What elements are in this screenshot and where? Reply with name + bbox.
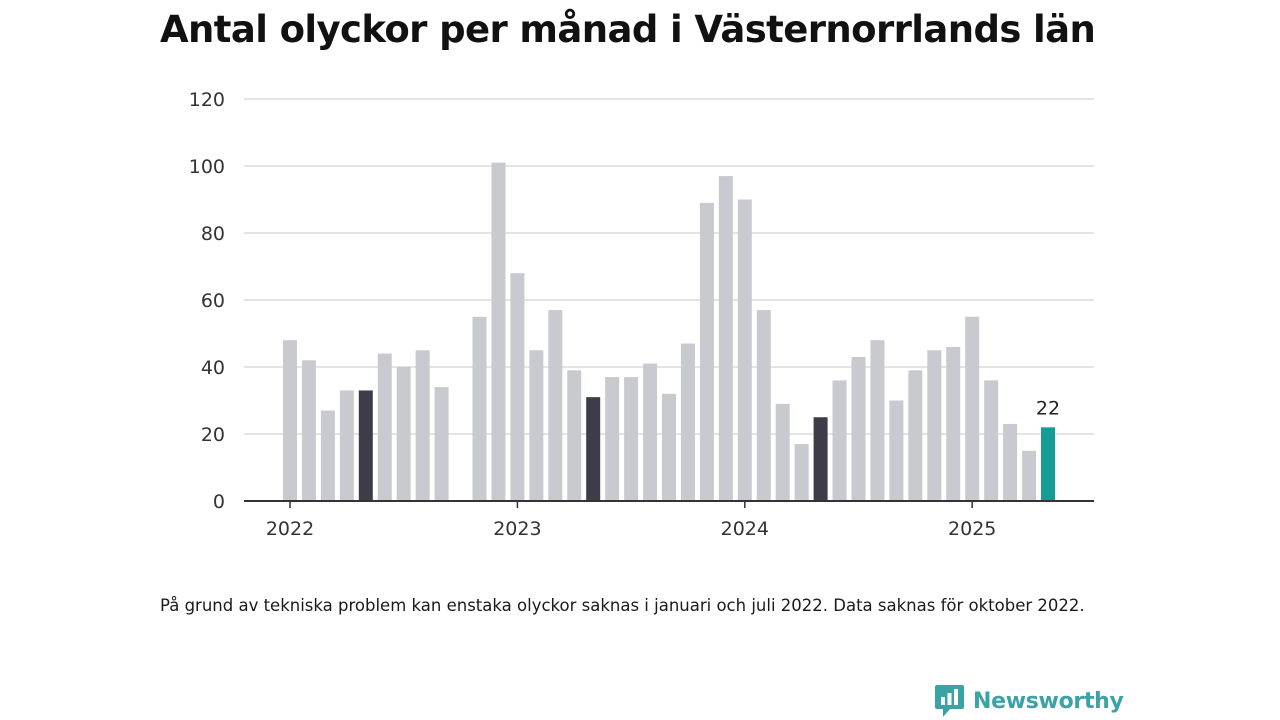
bar-2023-11 [699,202,714,501]
bar-2024-06 [832,380,847,501]
bar-2024-10 [908,370,923,501]
newsworthy-logo-icon [935,685,964,717]
bar-2023-01 [510,273,525,501]
bar-2022-05 [358,390,373,501]
newsworthy-brand: Newsworthy [934,684,1124,718]
bar-2022-11 [472,316,487,501]
x-tick-label: 2022 [266,518,314,540]
bar-2024-03 [775,403,790,501]
bar-2023-08 [643,363,658,501]
bar-2024-08 [870,340,885,501]
bar-2023-10 [680,343,695,501]
bar-2024-12 [946,346,961,501]
brand-name: Newsworthy [973,688,1124,714]
x-axis: 2022 2023 2024 2025 [244,500,1094,540]
y-tick-label: 40 [201,357,225,379]
bar-2022-03 [320,410,335,501]
bar-2025-03 [1003,423,1018,501]
bar-2024-04 [794,444,809,501]
y-tick-label: 80 [201,223,225,245]
bar-chart: 0 20 40 60 80 100 120 2022 2023 2024 2025 22 [189,89,1094,540]
bar-2022-07 [396,367,411,501]
bar-2023-07 [624,377,639,501]
y-tick-label: 0 [213,491,225,513]
bar-2024-01 [737,199,752,501]
y-tick-label: 60 [201,290,225,312]
bar-2022-02 [301,360,316,501]
bar-2025-02 [984,380,999,501]
footnote: På grund av tekniska problem kan enstaka… [160,596,1085,615]
bar-2022-06 [377,353,392,501]
y-tick-label: 100 [189,156,225,178]
bars [283,162,1055,502]
bar-2023-12 [718,176,733,502]
data-labels: 22 [1036,397,1060,419]
chart-title: Antal olyckor per månad i Västernorrland… [160,8,1096,51]
bar-2023-04 [567,370,582,501]
bar-2025-04 [1022,450,1037,501]
bar-2023-09 [662,393,676,501]
bar-2024-09 [889,400,904,501]
bar-2024-05 [813,417,828,501]
x-tick-label: 2025 [948,518,996,540]
y-tick-label: 20 [201,424,225,446]
bar-2023-02 [529,350,544,501]
x-tick-label: 2024 [721,518,769,540]
data-label: 22 [1036,397,1060,419]
bar-2022-09 [434,387,449,501]
bar-2024-11 [927,350,942,501]
bar-2022-12 [491,162,506,501]
bar-2022-04 [339,390,354,501]
bar-2023-05 [586,397,601,501]
bar-2025-05 [1041,427,1055,501]
bar-2024-02 [756,310,771,501]
bar-2022-08 [415,350,430,501]
bar-2023-06 [605,377,620,501]
bar-2025-01 [965,316,980,501]
x-tick-label: 2023 [493,518,541,540]
bar-2024-07 [851,356,866,501]
bar-2022-01 [283,340,297,501]
y-tick-label: 120 [189,89,225,111]
bar-2023-03 [548,310,563,501]
